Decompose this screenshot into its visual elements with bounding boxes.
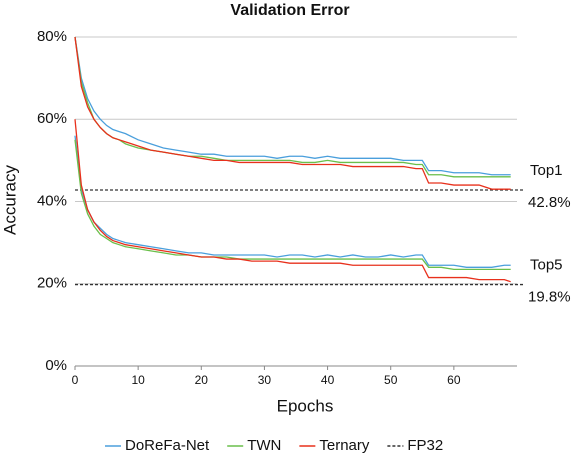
reference-label: Top5 bbox=[530, 257, 563, 274]
series-line bbox=[74, 139, 511, 271]
x-tick-label: 30 bbox=[258, 373, 272, 387]
x-axis-label: Epochs bbox=[277, 396, 334, 415]
series-line bbox=[74, 36, 511, 190]
x-tick-label: 10 bbox=[131, 373, 145, 387]
x-tick-label: 20 bbox=[195, 373, 209, 387]
legend-label: DoReFa-Net bbox=[125, 437, 210, 454]
x-tick-label: 50 bbox=[384, 373, 398, 387]
y-tick-label: 40% bbox=[37, 192, 67, 209]
chart-title: Validation Error bbox=[230, 2, 349, 19]
series-line bbox=[74, 119, 511, 283]
x-tick-label: 40 bbox=[321, 373, 335, 387]
y-axis-label: Accuracy bbox=[0, 165, 19, 235]
y-tick-label: 60% bbox=[37, 110, 67, 127]
y-tick-label: 80% bbox=[37, 28, 67, 45]
legend-label: Ternary bbox=[319, 437, 370, 454]
reference-label: Top1 bbox=[530, 162, 563, 179]
y-tick-label: 0% bbox=[45, 357, 67, 374]
reference-value: 19.8% bbox=[528, 289, 571, 306]
x-tick-label: 60 bbox=[447, 373, 461, 387]
legend-label: FP32 bbox=[407, 437, 443, 454]
legend-label: TWN bbox=[247, 437, 281, 454]
x-tick-label: 0 bbox=[72, 373, 79, 387]
reference-value: 42.8% bbox=[528, 194, 571, 211]
series-line bbox=[74, 135, 511, 268]
y-tick-label: 20% bbox=[37, 275, 67, 292]
series-line bbox=[74, 36, 511, 176]
